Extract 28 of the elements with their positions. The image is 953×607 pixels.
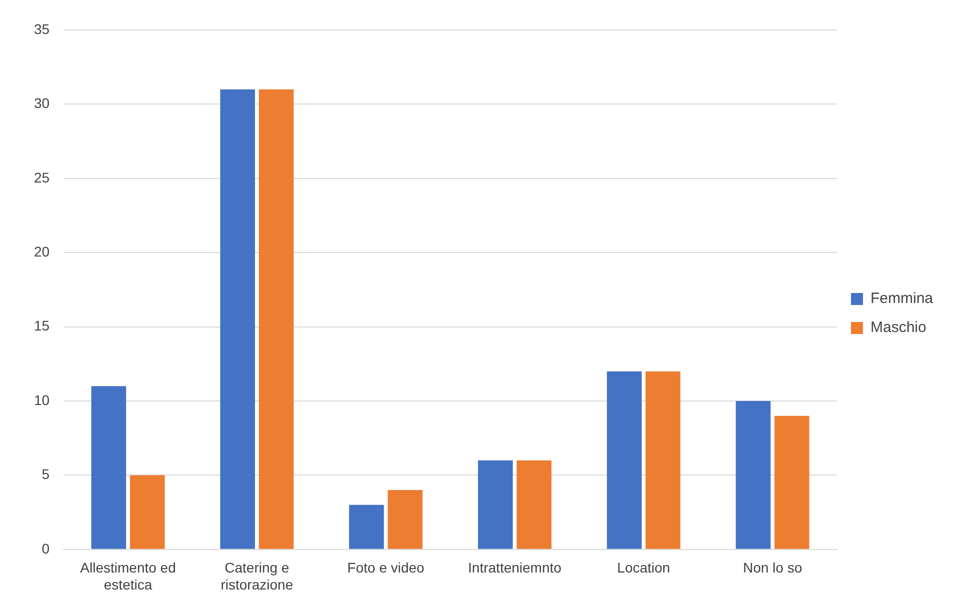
legend-label: Maschio: [870, 319, 926, 336]
x-tick-label: Catering e ristorazione: [220, 560, 294, 592]
bar: [258, 89, 294, 549]
y-tick-label: 15: [34, 318, 50, 334]
x-tick-label: Non lo so: [742, 560, 802, 576]
y-tick-label: 10: [34, 392, 50, 408]
bar: [478, 460, 513, 549]
bar: [91, 386, 126, 549]
y-tick-label: 0: [42, 540, 50, 556]
x-tick-label: Foto e video: [347, 560, 425, 576]
bar: [130, 475, 165, 549]
bar: [388, 490, 423, 549]
y-tick-label: 5: [42, 466, 50, 482]
bar: [349, 504, 384, 549]
y-tick-label: 20: [34, 243, 50, 260]
x-tick-label: Allestimento ed estetica: [80, 560, 176, 592]
legend-label: Femmina: [870, 290, 934, 308]
bar: [774, 416, 810, 549]
bar: [606, 371, 642, 549]
x-tick-label: Location: [617, 560, 670, 576]
y-tick-label: 35: [34, 20, 50, 37]
x-tick-label: Intratteniemnto: [468, 560, 562, 576]
bar: [220, 89, 255, 549]
bar: [736, 401, 771, 549]
bar: [646, 371, 680, 549]
y-tick-label: 25: [34, 169, 50, 186]
y-tick-label: 30: [34, 95, 50, 112]
bar: [516, 460, 552, 549]
